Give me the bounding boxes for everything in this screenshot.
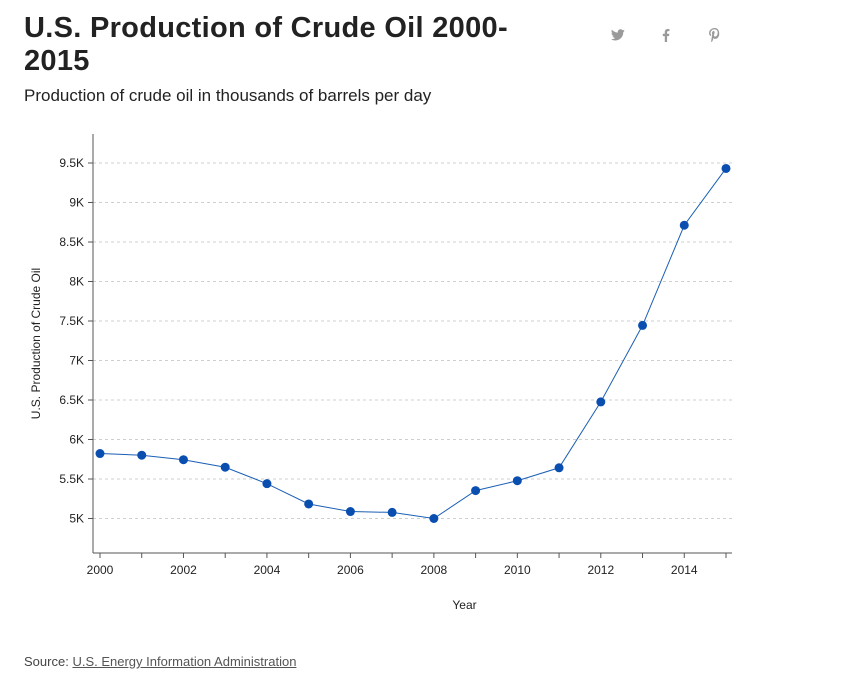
- x-tick-label: 2002: [170, 563, 197, 577]
- y-tick-label: 9K: [69, 196, 84, 210]
- source-note: Source: U.S. Energy Information Administ…: [24, 654, 296, 669]
- data-point: [596, 397, 606, 407]
- data-point: [512, 476, 522, 486]
- data-point: [721, 163, 731, 173]
- y-tick-label: 9.5K: [59, 156, 84, 170]
- data-point: [471, 486, 481, 496]
- source-prefix: Source:: [24, 654, 69, 669]
- x-tick-label: 2010: [504, 563, 531, 577]
- data-point: [220, 462, 230, 472]
- source-link[interactable]: U.S. Energy Information Administration: [72, 654, 297, 669]
- x-tick-label: 2000: [87, 563, 114, 577]
- y-tick-label: 6K: [69, 433, 84, 447]
- facebook-icon: [662, 28, 670, 42]
- chart-subtitle: Production of crude oil in thousands of …: [24, 86, 432, 105]
- y-tick-label: 5.5K: [59, 472, 84, 486]
- series-line: [99, 168, 727, 520]
- pinterest-icon: [708, 28, 719, 42]
- data-point: [304, 499, 314, 509]
- data-point: [638, 320, 648, 330]
- y-tick-label: 8K: [69, 275, 84, 289]
- facebook-share-button[interactable]: [654, 24, 678, 46]
- line-chart: 5K 5.5K 6K 6.5K 7K 7.5K 8K 8.5K 9K 9.5K 2000 2002 20…: [29, 134, 732, 612]
- pinterest-share-button[interactable]: [702, 24, 726, 46]
- x-tick-label: 2006: [337, 563, 364, 577]
- data-point: [95, 449, 105, 459]
- y-tick-label: 7.5K: [59, 314, 84, 328]
- data-point: [178, 455, 188, 465]
- x-tick-label: 2012: [587, 563, 614, 577]
- data-point: [679, 220, 689, 230]
- y-axis-title: U.S. Production of Crude Oil: [29, 268, 43, 419]
- x-tick-label: 2004: [254, 563, 281, 577]
- x-tick-label: 2008: [421, 563, 448, 577]
- twitter-share-button[interactable]: [606, 24, 630, 46]
- twitter-icon: [611, 29, 625, 41]
- y-tick-label: 5K: [69, 512, 84, 526]
- data-point: [345, 507, 355, 517]
- y-tick-label: 6.5K: [59, 393, 84, 407]
- data-point: [429, 514, 439, 523]
- y-tick-label: 8.5K: [59, 235, 84, 249]
- data-point: [137, 450, 147, 460]
- data-point: [554, 463, 564, 473]
- x-axis-title: Year: [452, 598, 476, 612]
- y-tick-label: 7K: [69, 354, 84, 368]
- x-tick-label: 2014: [671, 563, 698, 577]
- page-title: U.S. Production of Crude Oil 2000-2015: [24, 12, 508, 77]
- data-point: [387, 507, 397, 517]
- data-point: [262, 479, 272, 489]
